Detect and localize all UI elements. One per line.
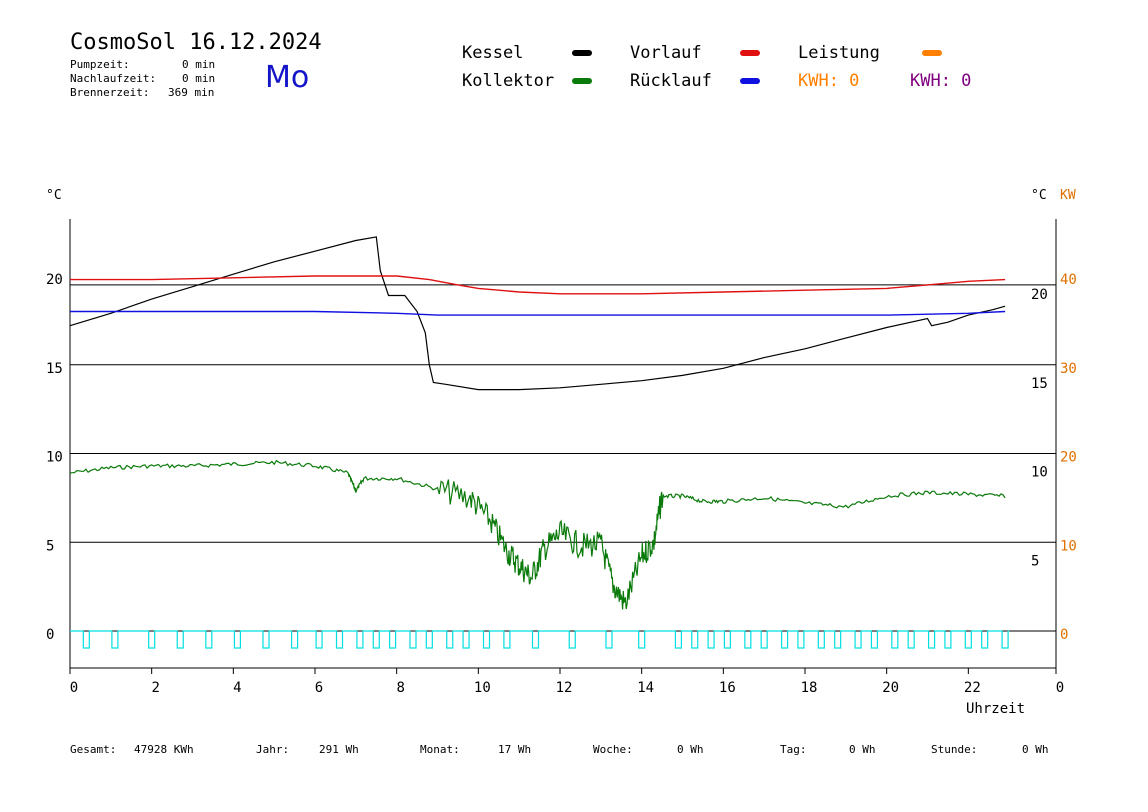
x-tick-label-10: 20 (882, 680, 899, 696)
legend-kollektor: Kollektor (462, 71, 555, 91)
footer-monat-label: Monat: (420, 743, 460, 756)
series-ruecklauf (70, 310, 1006, 316)
right-kw-tick-label-4: 40 (1060, 272, 1077, 288)
x-tick-label-0: 0 (70, 680, 78, 696)
x-tick-label-7: 14 (637, 680, 654, 696)
pumpzeit-label: Pumpzeit: (70, 58, 130, 71)
footer-stunde-value: 0 Wh (1022, 743, 1049, 756)
x-tick-label-3: 6 (315, 680, 323, 696)
footer-woche-label: Woche: (593, 743, 633, 756)
brennerzeit-label: Brennerzeit: (70, 86, 150, 99)
pumpzeit-value: 0 min (182, 58, 216, 71)
x-axis-label: Uhrzeit (966, 701, 1026, 717)
x-tick-label-9: 18 (801, 680, 818, 696)
footer-tag-value: 0 Wh (849, 743, 876, 756)
x-tick-label-6: 12 (556, 680, 573, 696)
left-tick-label-1: 5 (46, 538, 54, 554)
series-kollektor (69, 459, 1006, 610)
left-tick-label-4: 20 (46, 272, 63, 288)
right-inner-tick-label-3: 20 (1031, 287, 1048, 303)
legend-kollektor-swatch (572, 78, 592, 84)
legend-ruecklauf: Rücklauf (630, 71, 712, 91)
footer-jahr-value: 291 Wh (319, 743, 359, 756)
footer-woche-value: 0 Wh (677, 743, 704, 756)
left-axis-unit: °C (46, 188, 62, 203)
x-tick-label-4: 8 (396, 680, 404, 696)
footer-jahr-label: Jahr: (256, 743, 290, 756)
legend-leistung: Leistung (798, 43, 880, 63)
nachlaufzeit-label: Nachlaufzeit: (70, 72, 157, 85)
series-pumpe (70, 630, 1010, 649)
footer-monat-value: 17 Wh (498, 743, 532, 756)
right-kw-tick-label-2: 20 (1060, 450, 1077, 466)
footer-stunde-label: Stunde: (931, 743, 978, 756)
footer-gesamt-value: 47928 KWh (134, 743, 194, 756)
right-axis-unit: °C (1031, 188, 1047, 203)
left-tick-label-3: 15 (46, 361, 63, 377)
x-tick-label-8: 16 (719, 680, 736, 696)
right-inner-tick-label-1: 10 (1031, 465, 1048, 481)
x-tick-label-5: 10 (474, 680, 491, 696)
legend-vorlauf: Vorlauf (630, 43, 702, 63)
footer-tag-label: Tag: (780, 743, 807, 756)
legend-vorlauf-swatch (740, 50, 760, 56)
right-kw-tick-label-1: 10 (1060, 538, 1077, 554)
brennerzeit-value: 369 min (168, 86, 215, 99)
right-axis-unit-kw: KW (1060, 188, 1076, 203)
right-kw-tick-label-3: 30 (1060, 361, 1077, 377)
left-tick-label-0: 0 (46, 627, 54, 643)
legend-kwh-second: KWH: 0 (910, 71, 972, 91)
right-inner-tick-label-2: 15 (1031, 376, 1048, 392)
x-tick-label-12: 0 (1056, 680, 1064, 696)
legend-kessel: Kessel (462, 43, 524, 63)
nachlaufzeit-value: 0 min (182, 72, 216, 85)
legend-leistung-swatch (922, 50, 942, 56)
weekday-label: Mo (265, 60, 310, 95)
legend-ruecklauf-swatch (740, 78, 760, 84)
chart-title: CosmoSol 16.12.2024 (70, 30, 322, 55)
x-tick-label-1: 2 (151, 680, 159, 696)
footer-gesamt-label: Gesamt: (70, 743, 117, 756)
left-tick-label-2: 10 (46, 450, 63, 466)
x-tick-label-11: 22 (964, 680, 981, 696)
x-tick-label-2: 4 (233, 680, 241, 696)
right-kw-tick-label-0: 0 (1060, 627, 1068, 643)
series-kessel (69, 236, 1006, 391)
series-vorlauf (70, 275, 1006, 295)
legend-kessel-swatch (572, 50, 592, 56)
right-inner-tick-label-0: 5 (1031, 553, 1039, 569)
legend-kwh-leistung: KWH: 0 (798, 71, 860, 91)
